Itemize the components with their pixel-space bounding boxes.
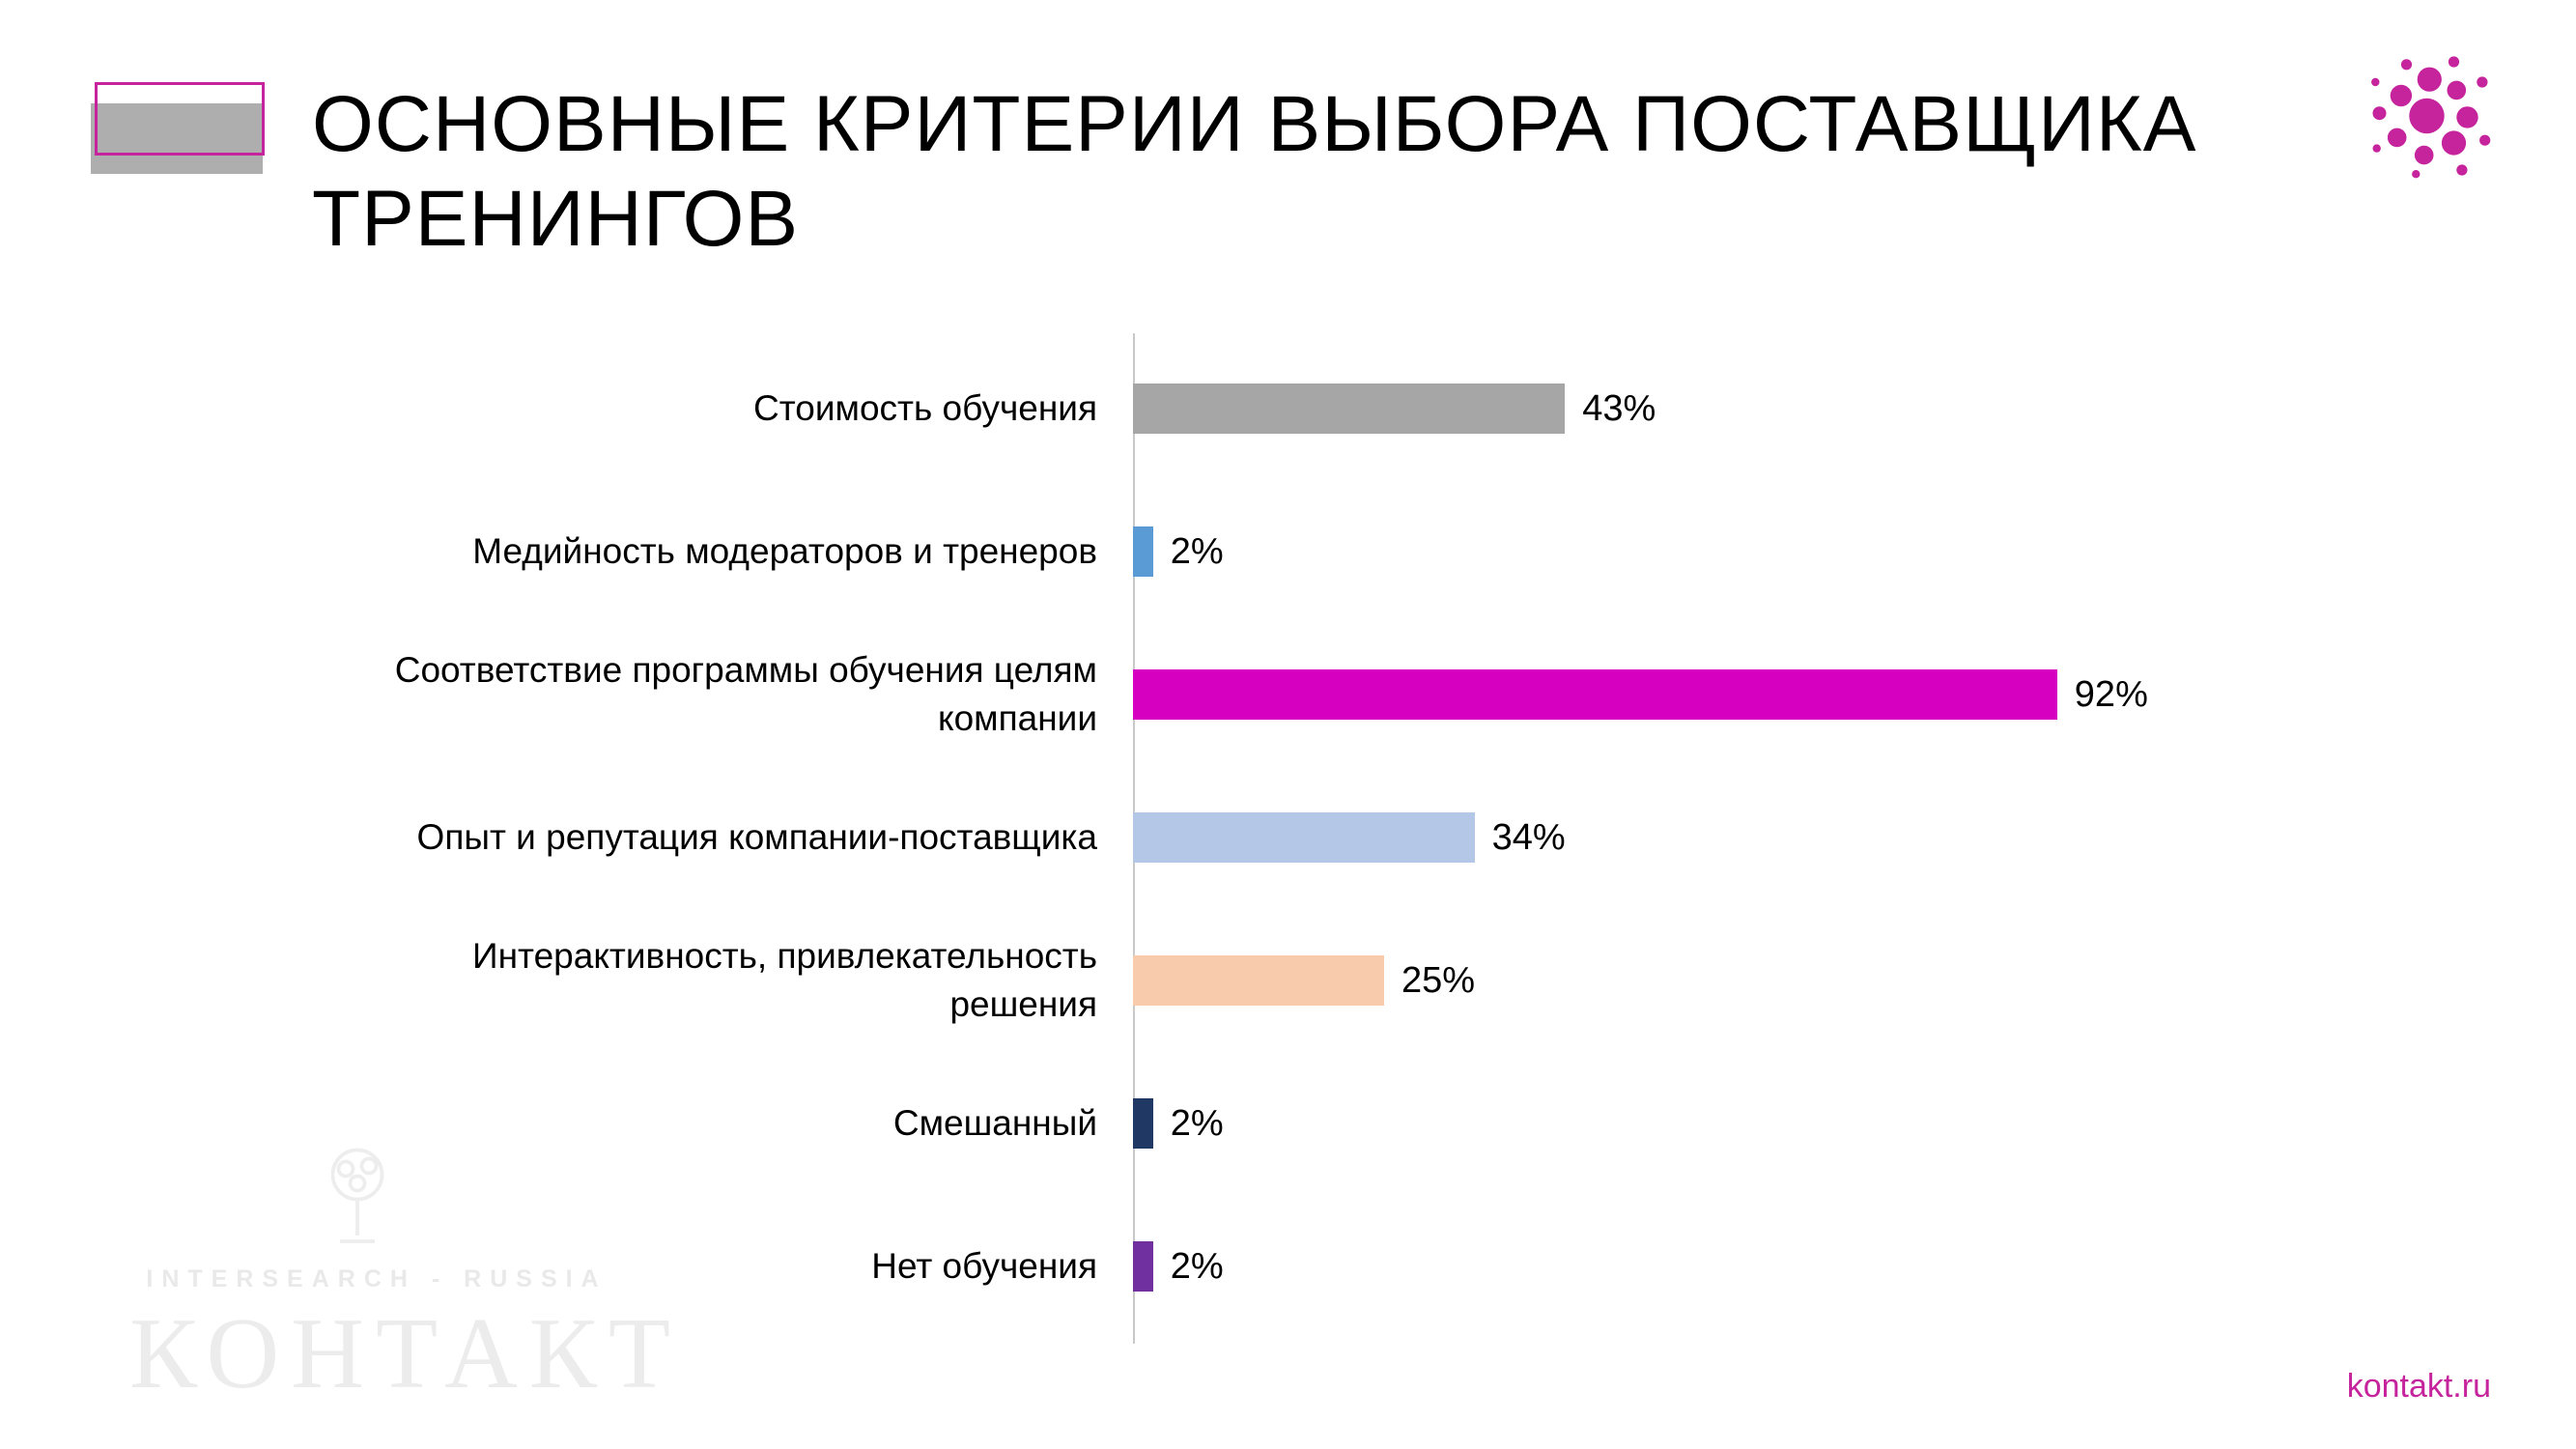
value-label: 2%: [1170, 1245, 1224, 1287]
watermark-brand: КОНТАКТ: [129, 1296, 682, 1409]
category-label: Интерактивность, привлекательность решен…: [472, 936, 1097, 1024]
chart-row: Смешанный 2%: [0, 1052, 2576, 1195]
deco-gray-rect: [91, 103, 263, 174]
bar: [1133, 526, 1153, 577]
value-label: 34%: [1491, 816, 1566, 858]
chart-row: Медийность модераторов и тренеров 2%: [0, 480, 2576, 623]
bar: [1133, 1241, 1153, 1292]
value-label: 2%: [1170, 530, 1224, 572]
category-label: Стоимость обучения: [753, 388, 1097, 429]
value-label: 25%: [1401, 959, 1476, 1001]
bar: [1133, 955, 1384, 1006]
chart-row: Интерактивность, привлекательность решен…: [0, 909, 2576, 1052]
dots-cluster-icon: [2371, 56, 2491, 179]
tree-emblem-icon: [314, 1140, 401, 1256]
deco-outline-rect: [95, 82, 265, 156]
value-label: 2%: [1170, 1102, 1224, 1144]
category-label: Медийность модераторов и тренеров: [472, 531, 1097, 572]
bar: [1133, 669, 2057, 720]
corner-decoration: [91, 82, 284, 188]
category-label: Опыт и репутация компании-поставщика: [416, 817, 1097, 858]
chart-row: Соответствие программы обучения целям ко…: [0, 623, 2576, 766]
category-label: Соответствие программы обучения целям ко…: [394, 650, 1097, 738]
category-label: Смешанный: [892, 1103, 1097, 1144]
bar: [1133, 384, 1566, 434]
bar: [1133, 812, 1475, 863]
category-label: Нет обучения: [871, 1246, 1097, 1287]
chart-row: Нет обучения 2%: [0, 1195, 2576, 1338]
kontakt-ru-link[interactable]: kontakt.ru: [2346, 1368, 2491, 1405]
watermark-subtitle: INTERSEARCH - RUSSIA: [146, 1265, 608, 1293]
chart-row: Стоимость обучения 43%: [0, 337, 2576, 480]
chart-row: Опыт и репутация компании-поставщика 34%: [0, 766, 2576, 909]
kontakt-dots-logo: [2357, 48, 2497, 184]
value-label: 92%: [2074, 673, 2148, 715]
page-title: ОСНОВНЫЕ КРИТЕРИИ ВЫБОРА ПОСТАВЩИКА ТРЕН…: [312, 80, 2197, 264]
value-label: 43%: [1582, 387, 1656, 429]
bar-chart: Стоимость обучения 43% Медийность модерато…: [0, 337, 2576, 1338]
bar: [1133, 1098, 1153, 1149]
